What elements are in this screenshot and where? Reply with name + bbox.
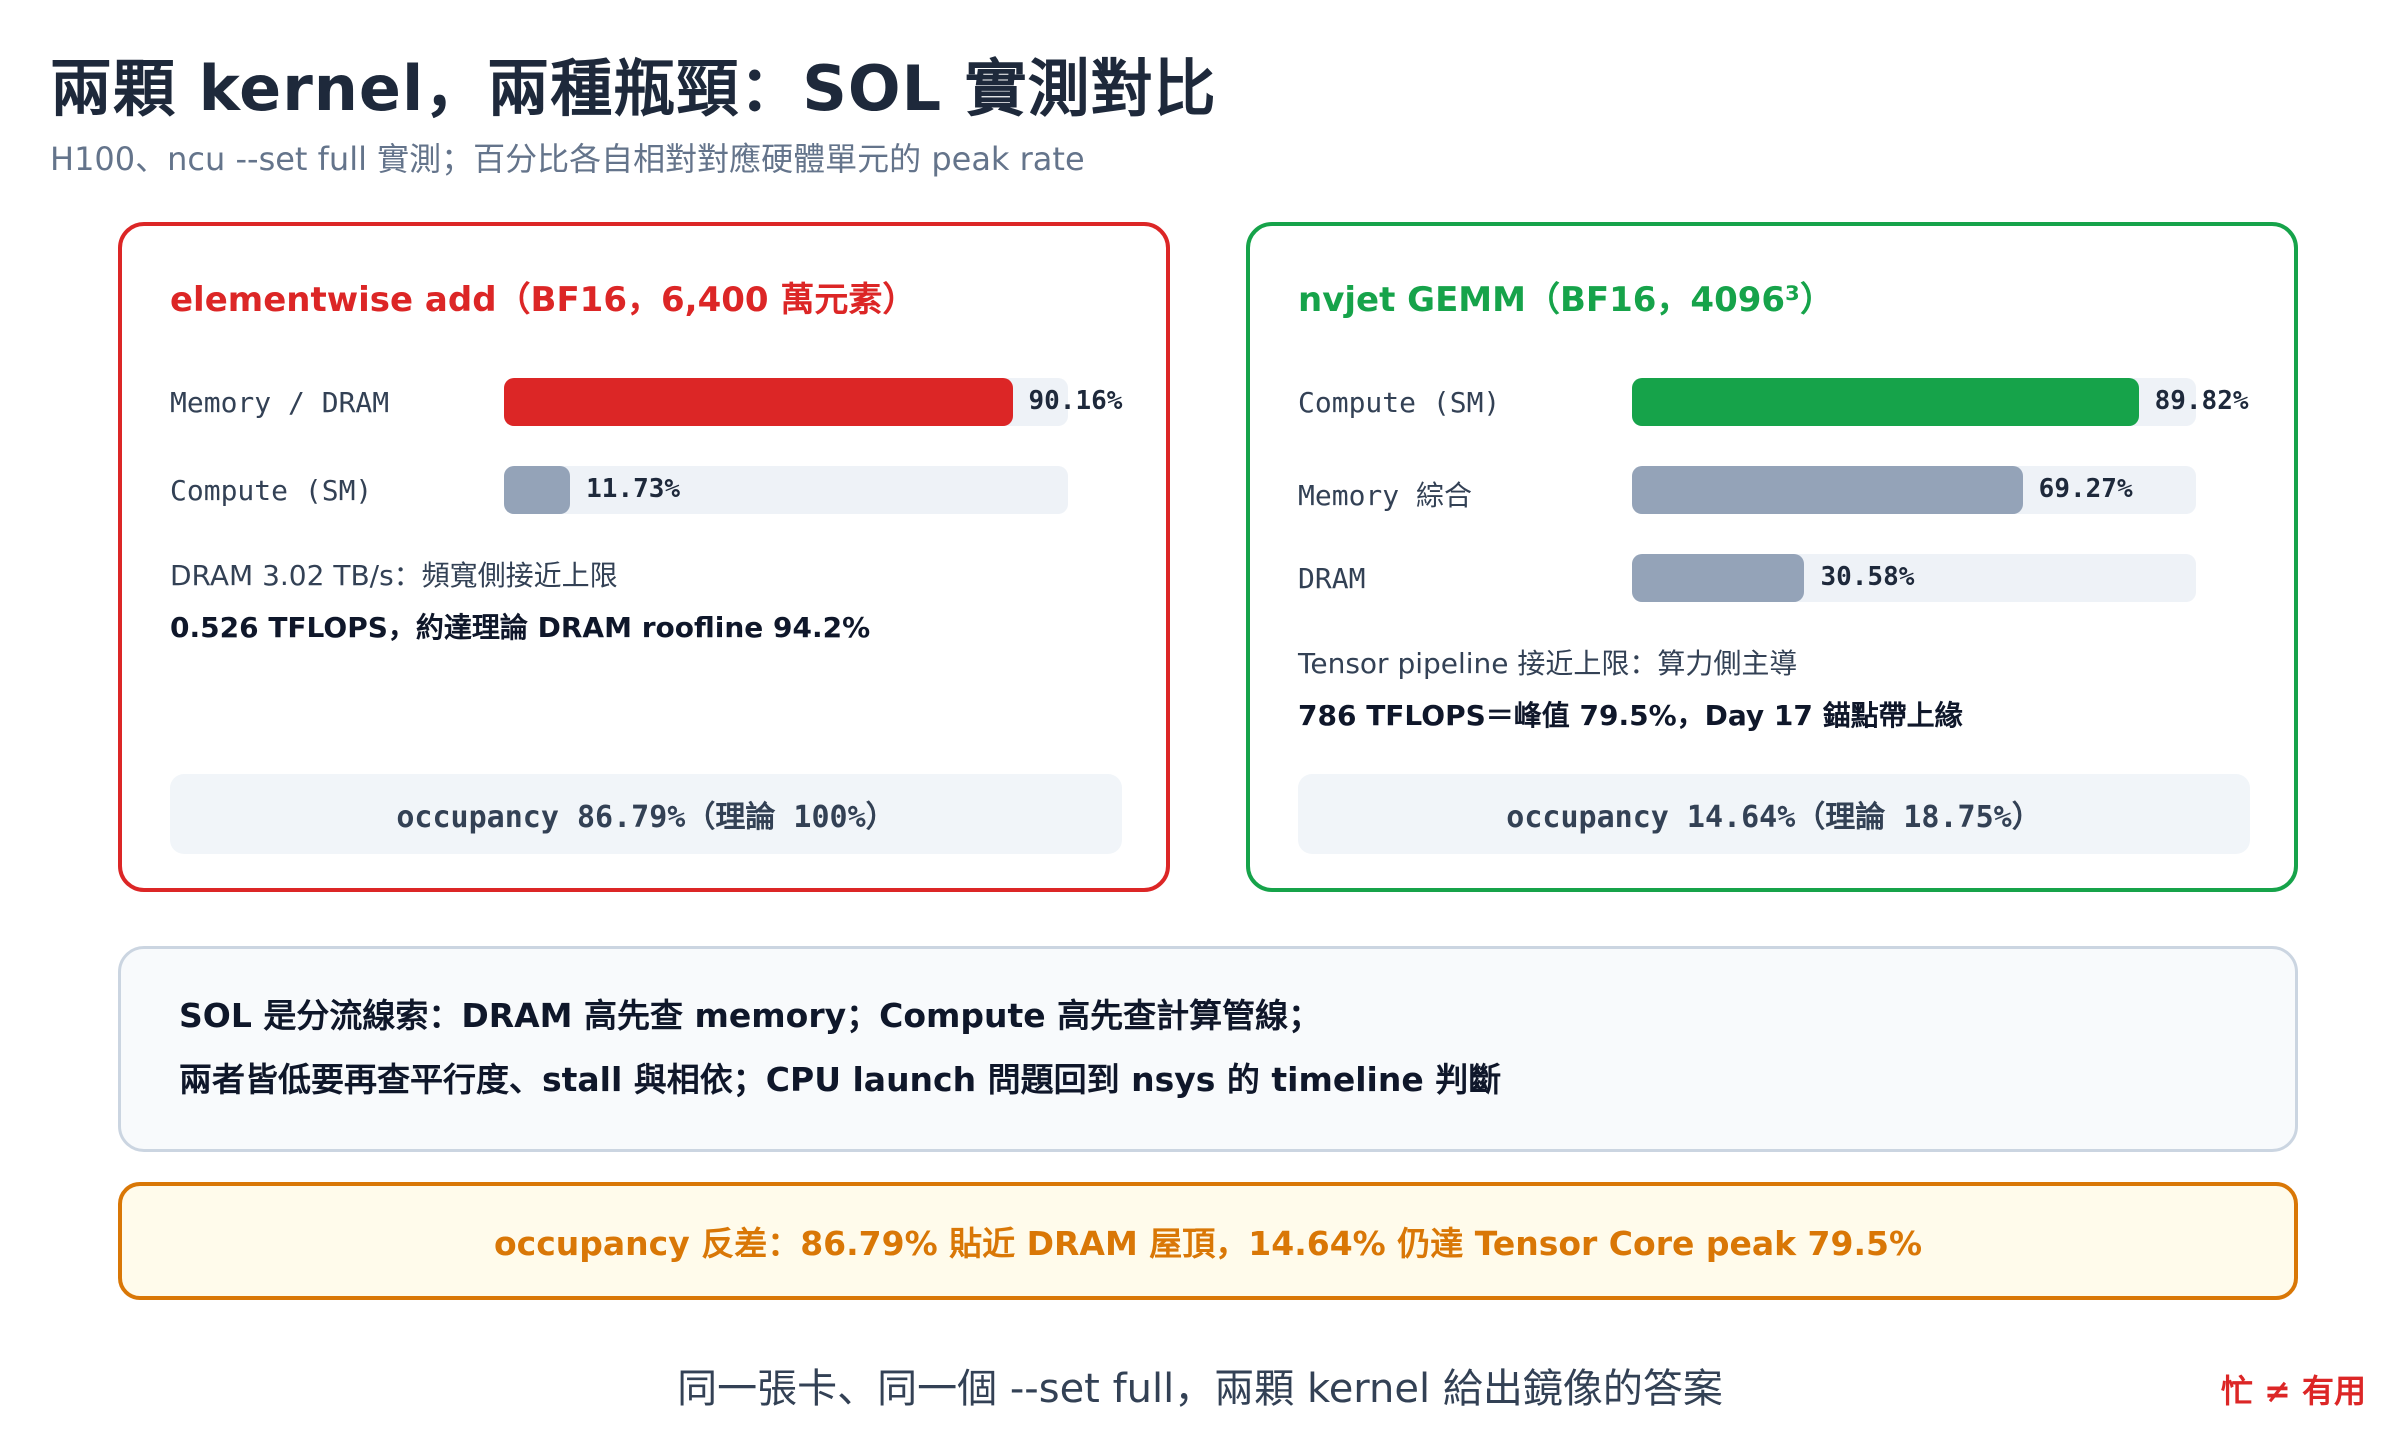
tflops-note: 786 TFLOPS＝峰值 79.5%，Day 17 錨點帶上緣 [1298,699,1963,732]
summary-box: SOL 是分流線索：DRAM 高先查 memory；Compute 高先查計算管… [118,946,2298,1152]
tflops-note: 0.526 TFLOPS，約達理論 DRAM roofline 94.2% [170,611,871,644]
dram-bandwidth-note: DRAM 3.02 TB/s：頻寬側接近上限 [170,559,618,592]
occupancy-box: occupancy 14.64%（理論 18.75%） [1298,774,2250,854]
metric-compute-sm: Compute (SM) 89.82% [1298,376,2258,428]
metric-value: 69.27% [2038,474,2133,504]
metric-dram: DRAM 30.58% [1298,552,2258,604]
metric-bar [1632,554,1805,602]
metric-label: Compute (SM) [170,474,373,507]
metric-compute-sm: Compute (SM) 11.73% [170,464,1130,516]
metric-track [1632,466,2196,514]
elementwise-card-title: elementwise add（BF16，6,400 萬元素） [170,280,917,320]
summary-line-2: 兩者皆低要再查平行度、stall 與相依；CPU launch 問題回到 nsy… [179,1060,1502,1099]
metric-bar [504,466,571,514]
metric-track [504,466,1068,514]
metric-label: Memory / DRAM [170,386,390,419]
occupancy-contrast-callout: occupancy 反差：86.79% 貼近 DRAM 屋頂，14.64% 仍達… [118,1182,2298,1300]
metric-memory-dram: Memory / DRAM 90.16% [170,376,1130,428]
page-subtitle: H100、ncu --set full 實測；百分比各自相對對應硬體單元的 pe… [50,140,1085,178]
metric-label: Compute (SM) [1298,386,1501,419]
metric-bar [504,378,1013,426]
page-title: 兩顆 kernel，兩種瓶頸：SOL 實測對比 [50,52,1217,125]
summary-line-1: SOL 是分流線索：DRAM 高先查 memory；Compute 高先查計算管… [179,996,1322,1035]
tensor-pipeline-note: Tensor pipeline 接近上限：算力側主導 [1298,647,1798,680]
occupancy-box: occupancy 86.79%（理論 100%） [170,774,1122,854]
metric-value: 30.58% [1820,562,1915,592]
footer-caption: 同一張卡、同一個 --set full，兩顆 kernel 給出鏡像的答案 [677,1366,1723,1412]
elementwise-card: elementwise add（BF16，6,400 萬元素） Memory /… [118,222,1170,892]
metric-memory-combined: Memory 綜合 69.27% [1298,464,2258,516]
metric-track [1632,554,2196,602]
gemm-card: nvjet GEMM（BF16，4096³） Compute (SM) 89.8… [1246,222,2298,892]
busy-not-useful-tag: 忙 ≠ 有用 [2220,1372,2366,1410]
metric-track [504,378,1068,426]
metric-value: 11.73% [586,474,681,504]
metric-value: 90.16% [1028,386,1123,416]
metric-bar [1632,378,2139,426]
metric-label: Memory 綜合 [1298,479,1473,512]
metric-track [1632,378,2196,426]
metric-value: 89.82% [2154,386,2249,416]
metric-label: DRAM [1298,562,1366,595]
metric-bar [1632,466,2023,514]
gemm-card-title: nvjet GEMM（BF16，4096³） [1298,280,1834,320]
